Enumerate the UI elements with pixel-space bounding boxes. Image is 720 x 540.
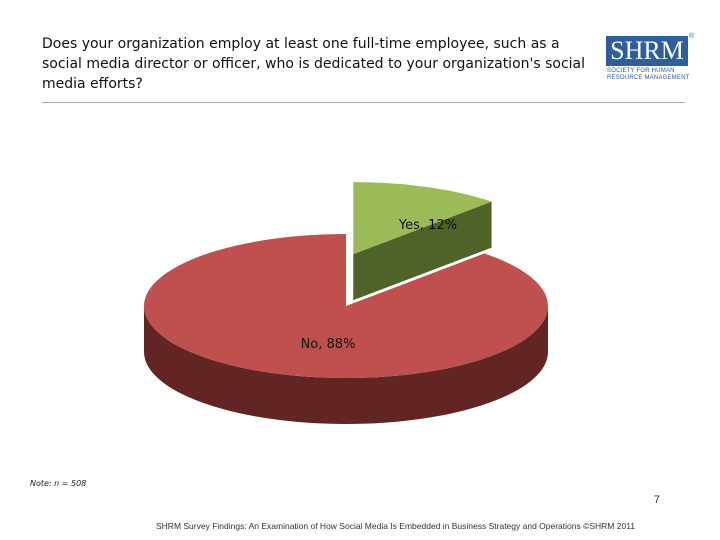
slice-label-no: No, 88%: [301, 337, 356, 352]
pie-cut-yes: [353, 201, 492, 301]
logo-tagline: SOCIETY FOR HUMAN RESOURCE MANAGEMENT: [607, 68, 691, 82]
pie-layer: [143, 182, 548, 424]
logo-tagline-line-2: RESOURCE MANAGEMENT: [607, 75, 690, 81]
logo-letters: SHRM: [606, 36, 688, 66]
question-text: Does your organization employ at least o…: [42, 36, 586, 92]
page-number: 7: [653, 494, 660, 506]
logo-tagline-line-1: SOCIETY FOR HUMAN: [607, 68, 675, 74]
registered-mark: ®: [688, 33, 694, 40]
footer-text: SHRM Survey Findings: An Examination of …: [156, 521, 636, 531]
sample-size-note: Note: n = 508: [30, 479, 87, 488]
pie-slice-no: [143, 234, 548, 379]
pie-side-no: [144, 306, 548, 424]
slice-label-yes: Yes, 12%: [398, 218, 457, 233]
pie-slice-yes: [353, 182, 492, 255]
shrm-logo: SHRM ® SOCIETY FOR HUMAN RESOURCE MANAGE…: [606, 33, 694, 86]
header-divider: [42, 102, 685, 103]
